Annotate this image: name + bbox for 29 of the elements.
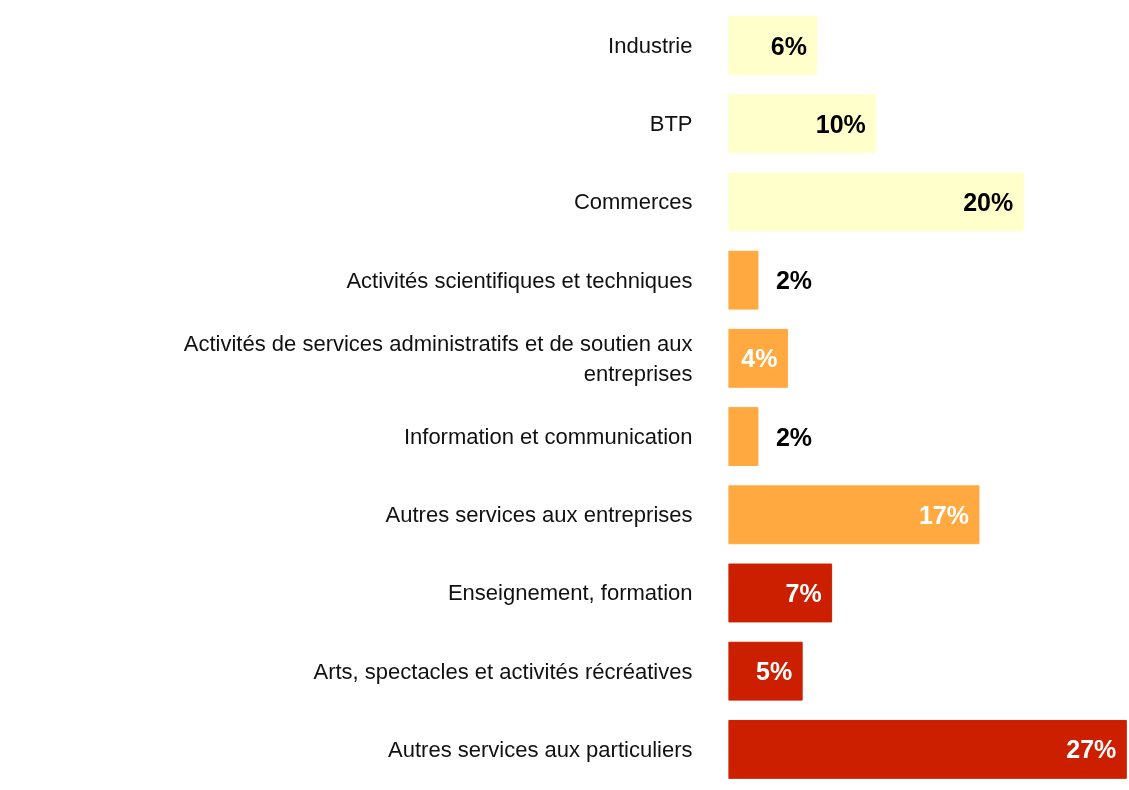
y-tick-label: Arts, spectacles et activités récréatives [313, 658, 693, 684]
y-tick-label: Activités scientifiques et techniques [346, 267, 693, 293]
bar [728, 563, 833, 623]
bar [728, 94, 877, 154]
bar [728, 172, 1024, 232]
y-tick-label: Industrie [608, 33, 693, 59]
data-label: 17% [918, 500, 969, 529]
y-tick-label: Activités de services administratifs et de soutien aux entreprises [183, 330, 693, 386]
bar [728, 719, 1127, 779]
bar [728, 16, 818, 75]
data-label: 7% [785, 578, 822, 607]
y-tick-label: Autres services aux entreprises [385, 502, 693, 528]
bar [728, 407, 759, 466]
data-label: 2% [775, 422, 813, 451]
data-label: 20% [963, 187, 1014, 216]
data-label: 5% [756, 657, 793, 686]
data-label: 2% [775, 266, 813, 295]
bar [728, 250, 759, 310]
y-tick-label: Commerces [573, 189, 693, 215]
bar [728, 641, 803, 701]
bar [728, 485, 980, 545]
y-tick-label: Information et communication [403, 424, 693, 450]
data-label: 27% [1066, 735, 1117, 764]
data-label: 10% [815, 109, 866, 138]
data-label: 4% [741, 344, 778, 373]
y-tick-label: Enseignement, formation [447, 580, 693, 606]
data-label: 6% [770, 31, 807, 60]
y-tick-label: BTP [649, 111, 693, 137]
y-tick-label: Autres services aux particuliers [388, 736, 693, 762]
